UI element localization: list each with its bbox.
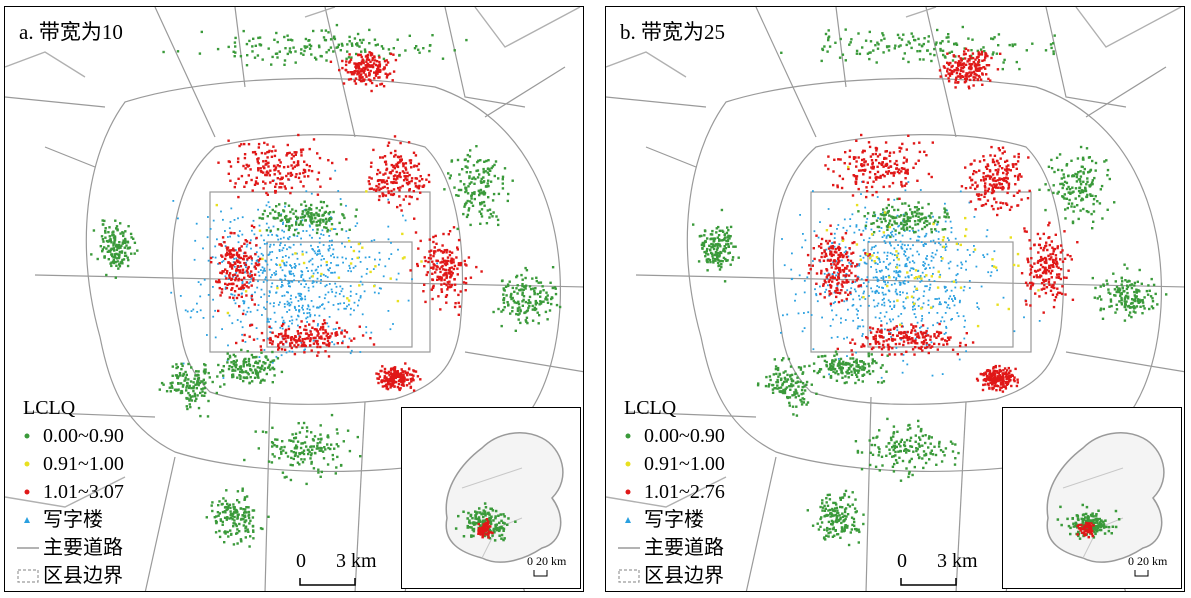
inset-map-a: 0 20 km — [401, 407, 581, 589]
yellow-dot-icon — [15, 450, 43, 478]
boundary-dashed-icon — [15, 562, 43, 590]
inset-map-b: 0 20 km — [1002, 407, 1182, 589]
legend-road-a: 主要道路 — [15, 534, 185, 562]
red-dot-icon — [15, 478, 43, 506]
legend-a: LCLQ 0.00~0.90 0.91~1.00 1.01~3.07 写字楼 主… — [15, 394, 185, 590]
legend-b: LCLQ 0.00~0.90 0.91~1.00 1.01~2.76 写字楼 主… — [616, 394, 786, 590]
inset-scale-b: 0 20 km — [1128, 554, 1168, 568]
office-triangle-icon — [616, 506, 644, 534]
legend-road-b: 主要道路 — [616, 534, 786, 562]
legend-class-mid-b: 0.91~1.00 — [616, 450, 786, 478]
road-line-icon — [15, 534, 43, 562]
legend-office-b: 写字楼 — [616, 506, 786, 534]
poi-points — [90, 23, 562, 548]
legend-class-mid-a: 0.91~1.00 — [15, 450, 185, 478]
road-line-icon — [616, 534, 644, 562]
green-dot-icon — [616, 422, 644, 450]
legend-class-low-b: 0.00~0.90 — [616, 422, 786, 450]
poi-points — [692, 25, 1168, 547]
map-panel-a: a. 带宽为10 LCLQ 0.00~0.90 0.91~1.00 1.01~3… — [4, 6, 584, 592]
legend-title-a: LCLQ — [23, 397, 76, 419]
map-canvas-a — [5, 7, 583, 591]
legend-class-high-a: 1.01~3.07 — [15, 478, 185, 506]
legend-class-low-a: 0.00~0.90 — [15, 422, 185, 450]
legend-title-b: LCLQ — [624, 397, 677, 419]
boundary-dashed-icon — [616, 562, 644, 590]
office-triangle-icon — [15, 506, 43, 534]
yellow-dot-icon — [616, 450, 644, 478]
green-dot-icon — [15, 422, 43, 450]
inset-scale-a: 0 20 km — [527, 554, 567, 568]
scale-bar-a: 0 3 km — [290, 550, 400, 590]
legend-boundary-a: 区县边界 — [15, 562, 185, 590]
scale-bar-b: 0 3 km — [891, 550, 1001, 590]
legend-office-a: 写字楼 — [15, 506, 185, 534]
map-canvas-b — [606, 7, 1184, 591]
panel-title-b: b. 带宽为25 — [618, 19, 727, 45]
map-panel-b: b. 带宽为25 LCLQ 0.00~0.90 0.91~1.00 1.01~2… — [605, 6, 1185, 592]
red-dot-icon — [616, 478, 644, 506]
panel-title-a: a. 带宽为10 — [17, 19, 125, 45]
legend-boundary-b: 区县边界 — [616, 562, 786, 590]
legend-class-high-b: 1.01~2.76 — [616, 478, 786, 506]
